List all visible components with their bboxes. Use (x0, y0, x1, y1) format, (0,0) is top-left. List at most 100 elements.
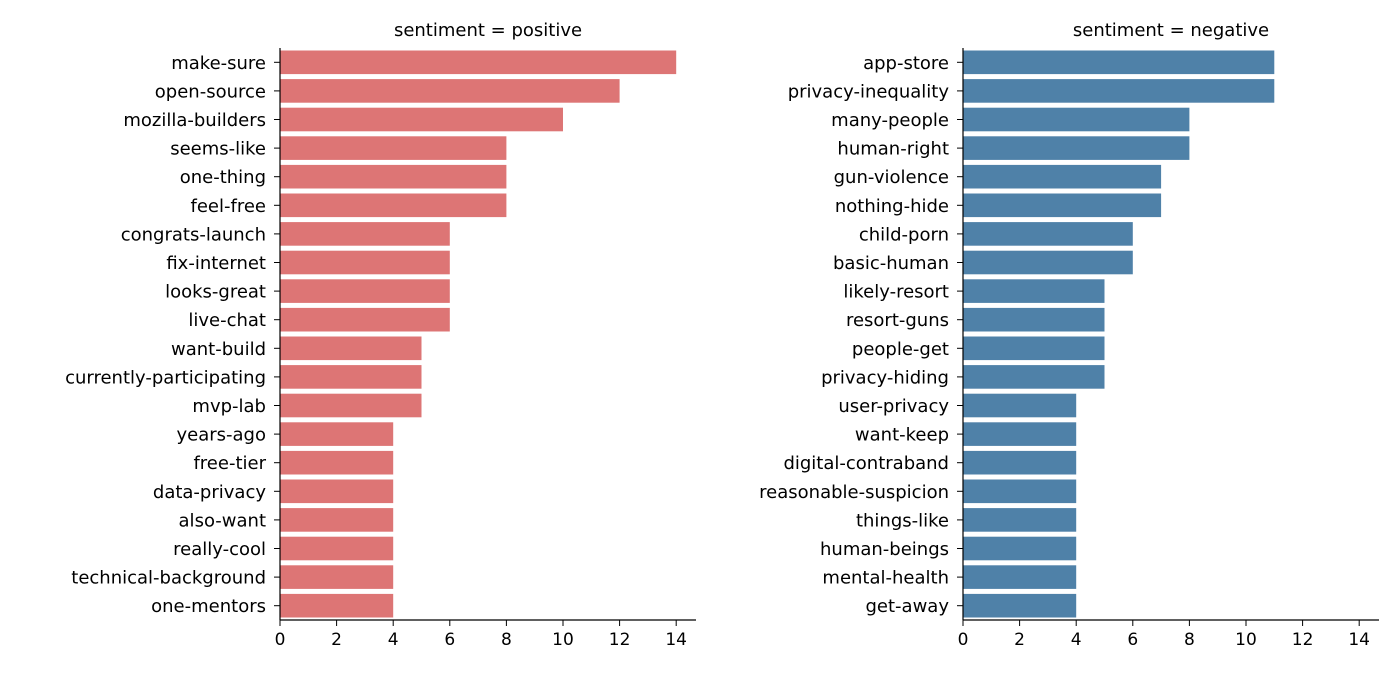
category-label-feel-free: feel-free (191, 196, 266, 217)
x-tick-label: 10 (1235, 630, 1257, 650)
bar-really-cool (280, 536, 394, 561)
category-label-seems-like: seems-like (170, 139, 266, 160)
category-label-many-people: many-people (831, 110, 949, 131)
category-label-user-privacy: user-privacy (838, 396, 949, 417)
bar-nothing-hide (963, 193, 1162, 218)
chart-title: sentiment = positive (394, 20, 582, 41)
category-label-fix-internet: fix-internet (166, 253, 266, 274)
category-label-things-like: things-like (856, 510, 949, 531)
bar-want-keep (963, 422, 1077, 446)
category-label-mvp-lab: mvp-lab (192, 396, 266, 417)
category-label-mozilla-builders: mozilla-builders (123, 110, 266, 131)
category-label-technical-background: technical-background (71, 568, 266, 589)
bar-mental-health (963, 565, 1077, 589)
bar-mozilla-builders (280, 107, 563, 132)
x-tick-label: 14 (1348, 630, 1370, 650)
bar-human-beings (963, 536, 1077, 561)
bar-privacy-inequality (963, 79, 1275, 103)
category-label-make-sure: make-sure (171, 53, 266, 74)
category-label-reasonable-suspicion: reasonable-suspicion (759, 482, 949, 503)
bar-also-want (280, 508, 394, 532)
category-label-people-get: people-get (852, 339, 949, 360)
bar-get-away (963, 593, 1077, 618)
positive-sentiment-panel: sentiment = positive make-sure open-source… (65, 20, 696, 650)
bar-congrats-launch (280, 222, 450, 246)
bar-want-build (280, 336, 422, 361)
bar-things-like (963, 508, 1077, 532)
bar-human-right (963, 136, 1190, 160)
x-tick-label: 2 (331, 630, 342, 650)
category-label-really-cool: really-cool (173, 539, 266, 560)
x-tick-label: 10 (552, 630, 574, 650)
category-label-also-want: also-want (179, 510, 266, 531)
x-tick-label: 14 (665, 630, 687, 650)
bar-data-privacy (280, 479, 394, 504)
category-label-looks-great: looks-great (165, 282, 266, 303)
category-label-digital-contraband: digital-contraband (783, 453, 949, 474)
bar-fix-internet (280, 250, 450, 275)
x-tick-label: 6 (1127, 630, 1138, 650)
category-label-nothing-hide: nothing-hide (835, 196, 949, 217)
x-tick-label: 12 (1292, 630, 1314, 650)
category-label-human-beings: human-beings (820, 539, 949, 560)
x-tick-label: 12 (609, 630, 631, 650)
category-label-years-ago: years-ago (177, 425, 267, 446)
category-label-mental-health: mental-health (822, 568, 949, 589)
bar-one-mentors (280, 593, 394, 618)
category-label-want-build: want-build (171, 339, 266, 360)
bar-years-ago (280, 422, 394, 446)
category-label-privacy-hiding: privacy-hiding (821, 367, 949, 388)
bar-digital-contraband (963, 450, 1077, 475)
bar-app-store (963, 50, 1275, 75)
x-tick-label: 0 (275, 630, 286, 650)
x-tick-label: 4 (388, 630, 399, 650)
bar-looks-great (280, 279, 450, 303)
bar-seems-like (280, 136, 507, 160)
category-label-data-privacy: data-privacy (153, 482, 266, 503)
bar-live-chat (280, 307, 450, 332)
x-tick-label: 4 (1071, 630, 1082, 650)
x-tick-label: 8 (501, 630, 512, 650)
category-label-want-keep: want-keep (855, 425, 949, 446)
bar-one-thing (280, 164, 507, 189)
bar-likely-resort (963, 279, 1105, 303)
category-label-open-source: open-source (155, 81, 266, 102)
category-label-one-thing: one-thing (180, 167, 266, 188)
category-label-congrats-launch: congrats-launch (121, 224, 266, 245)
bar-open-source (280, 79, 620, 103)
chart-title: sentiment = negative (1073, 20, 1269, 41)
category-label-one-mentors: one-mentors (151, 596, 266, 617)
category-label-get-away: get-away (866, 596, 950, 617)
category-label-likely-resort: likely-resort (843, 282, 949, 303)
bar-user-privacy (963, 393, 1077, 418)
bar-privacy-hiding (963, 365, 1105, 389)
category-label-child-porn: child-porn (859, 224, 949, 245)
category-label-privacy-inequality: privacy-inequality (788, 81, 950, 102)
category-label-resort-guns: resort-guns (846, 310, 949, 331)
bar-make-sure (280, 50, 677, 75)
category-label-basic-human: basic-human (833, 253, 949, 274)
bar-reasonable-suspicion (963, 479, 1077, 504)
category-label-currently-participating: currently-participating (65, 367, 266, 388)
bar-resort-guns (963, 307, 1105, 332)
negative-sentiment-panel: sentiment = negative app-store privacy-ine… (759, 20, 1379, 650)
bar-basic-human (963, 250, 1133, 275)
x-tick-label: 8 (1184, 630, 1195, 650)
x-tick-label: 6 (444, 630, 455, 650)
category-label-human-right: human-right (837, 139, 949, 160)
bar-feel-free (280, 193, 507, 218)
bar-people-get (963, 336, 1105, 361)
bar-currently-participating (280, 365, 422, 389)
bar-child-porn (963, 222, 1133, 246)
category-label-gun-violence: gun-violence (834, 167, 949, 188)
category-label-app-store: app-store (863, 53, 949, 74)
category-label-live-chat: live-chat (188, 310, 266, 331)
bar-free-tier (280, 450, 394, 475)
x-tick-label: 0 (958, 630, 969, 650)
category-label-free-tier: free-tier (193, 453, 266, 474)
bar-technical-background (280, 565, 394, 589)
bar-many-people (963, 107, 1190, 132)
bar-gun-violence (963, 164, 1162, 189)
bar-mvp-lab (280, 393, 422, 418)
